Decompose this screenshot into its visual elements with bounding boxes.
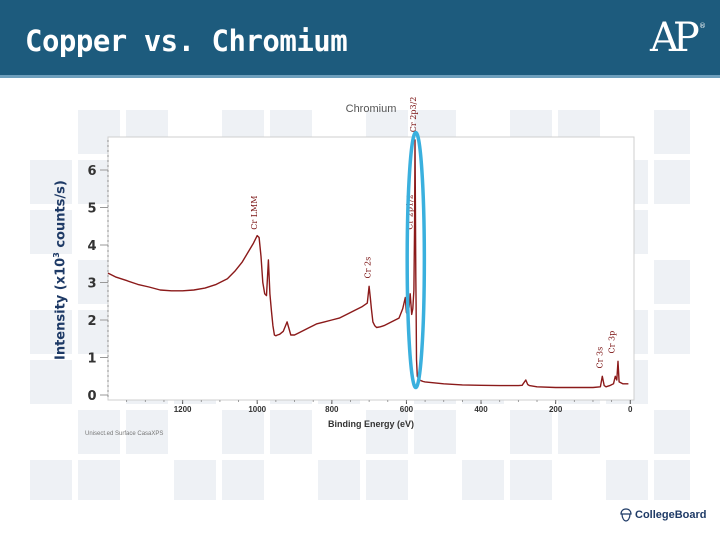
y-axis-title: Intensity (x103 counts/s) — [52, 180, 68, 360]
y-tick-label: 5 — [87, 202, 96, 217]
x-tick-label: 200 — [549, 405, 563, 414]
acorn-icon — [620, 508, 632, 522]
y-tick-label: 1 — [87, 352, 96, 367]
x-tick-label: 800 — [325, 405, 339, 414]
peak-label: Cr LMM — [250, 196, 259, 230]
peak-label: Cr 3s — [596, 347, 605, 369]
peak-label: Cr 3p — [608, 331, 617, 354]
y-tick-label: 3 — [87, 277, 96, 292]
xps-spectrum-chart: Chromium Binding Energy (eV) Unisect.ed … — [0, 0, 720, 540]
college-board-logo: CollegeBoard — [620, 508, 707, 522]
y-tick-label: 2 — [87, 314, 96, 329]
peak-label: Cr 2p3/2 — [409, 97, 418, 133]
y-tick-label: 6 — [87, 164, 96, 179]
y-tick-label: 4 — [87, 239, 96, 254]
y-tick-label: 0 — [87, 389, 96, 404]
x-tick-label: 1200 — [174, 405, 192, 414]
peak-label: Cr 2s — [363, 257, 372, 279]
y-axis-title-prefix: Intensity (x10 — [53, 258, 68, 360]
x-tick-label: 0 — [628, 405, 633, 414]
x-tick-label: 400 — [474, 405, 488, 414]
chart-title: Chromium — [346, 103, 397, 115]
college-board-text: CollegeBoard — [635, 509, 707, 521]
x-tick-label: 1000 — [248, 405, 266, 414]
y-axis-title-suffix: counts/s) — [53, 180, 68, 252]
chart-footnote: Unisect.ed Surface CasaXPS — [85, 431, 163, 437]
y-axis-title-exponent: 3 — [52, 252, 61, 258]
x-axis-label: Binding Energy (eV) — [328, 419, 414, 429]
x-tick-label: 600 — [400, 405, 414, 414]
